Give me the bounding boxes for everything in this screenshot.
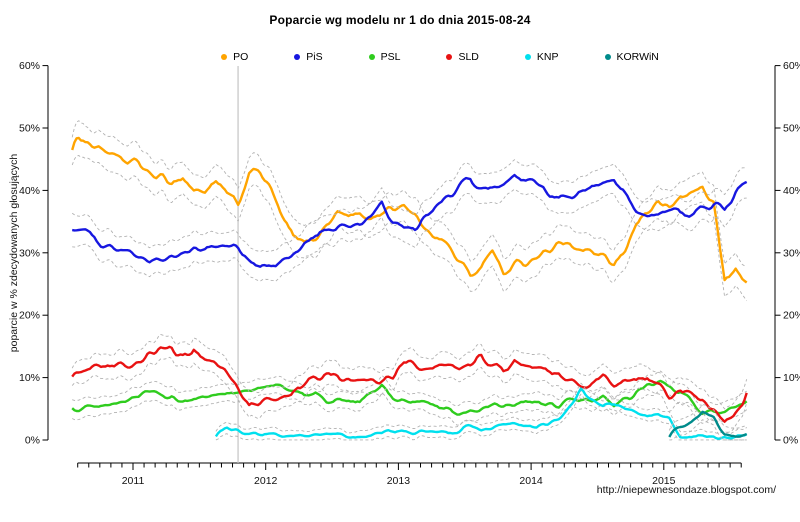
x-tick-label: 2011	[122, 475, 145, 487]
series-line-PSL	[71, 379, 748, 416]
series-band-KORWiN-lower	[669, 419, 747, 441]
y-tick-label-left: 10%	[19, 372, 40, 384]
series-band-KORWiN-upper	[668, 404, 747, 431]
y-tick-label-left: 0%	[25, 435, 40, 447]
y-tick-label-left: 50%	[19, 123, 40, 135]
series-line-SLD	[71, 345, 748, 423]
legend-item-PSL: PSL	[368, 51, 401, 63]
x-tick-label: 2013	[387, 475, 411, 487]
legend-label: SLD	[458, 51, 479, 63]
series-line-KORWiN	[668, 410, 748, 438]
chart-title: Poparcie wg modelu nr 1 do dnia 2015-08-…	[269, 13, 531, 27]
y-tick-label-left: 30%	[19, 247, 40, 259]
series-line-PiS	[72, 173, 748, 268]
y-tick-label-left: 20%	[19, 310, 40, 322]
series-band-PO-lower	[71, 155, 748, 302]
series-band-KNP-lower	[215, 393, 747, 441]
legend-label: PSL	[380, 51, 401, 63]
series-band-KNP-upper	[215, 382, 747, 434]
x-tick-label: 2014	[519, 475, 543, 487]
legend-item-PiS: PiS	[294, 51, 323, 63]
y-tick-label-right: 10%	[783, 372, 800, 384]
x-tick-label: 2015	[652, 475, 676, 487]
series-line-KNP	[214, 387, 748, 440]
series-band-PSL-lower	[71, 389, 748, 426]
legend-label: KNP	[536, 51, 559, 63]
legend-item-PO: PO	[221, 51, 248, 63]
legend-dot	[446, 54, 453, 60]
legend-dot	[604, 54, 611, 60]
legend-item-KNP: KNP	[524, 51, 559, 63]
legend-dot	[221, 54, 228, 60]
series-band-PO-upper	[71, 120, 747, 268]
legend: PO PiS PSL SLD KNP KORWiN	[90, 51, 790, 63]
y-tick-label-right: 50%	[783, 123, 800, 135]
y-tick-label-left: 60%	[19, 60, 40, 72]
x-tick-label: 2012	[254, 475, 278, 487]
y-tick-label-right: 20%	[783, 310, 800, 322]
legend-dot	[524, 54, 531, 60]
series-band-PiS-lower	[72, 188, 747, 282]
legend-item-SLD: SLD	[446, 51, 479, 63]
legend-dot	[368, 54, 375, 60]
legend-label: KORWiN	[616, 51, 659, 63]
y-tick-label-right: 30%	[783, 247, 800, 259]
y-tick-label-left: 40%	[19, 185, 40, 197]
y-tick-label-right: 40%	[783, 185, 800, 197]
legend-dot	[294, 54, 301, 60]
series-band-PSL-upper	[72, 370, 747, 407]
legend-label: PiS	[306, 51, 323, 63]
series-band-PiS-upper	[71, 159, 747, 253]
legend-label: PO	[233, 51, 249, 63]
series-line-PO	[71, 136, 748, 284]
source-url: http://niepewnesondaze.blogspot.com/	[596, 484, 776, 496]
series-band-SLD-lower	[71, 356, 748, 435]
y-tick-label-right: 60%	[783, 60, 800, 72]
y-tick-label-right: 0%	[783, 435, 798, 447]
series-band-SLD-upper	[71, 333, 748, 410]
legend-item-KORWiN: KORWiN	[604, 51, 659, 63]
